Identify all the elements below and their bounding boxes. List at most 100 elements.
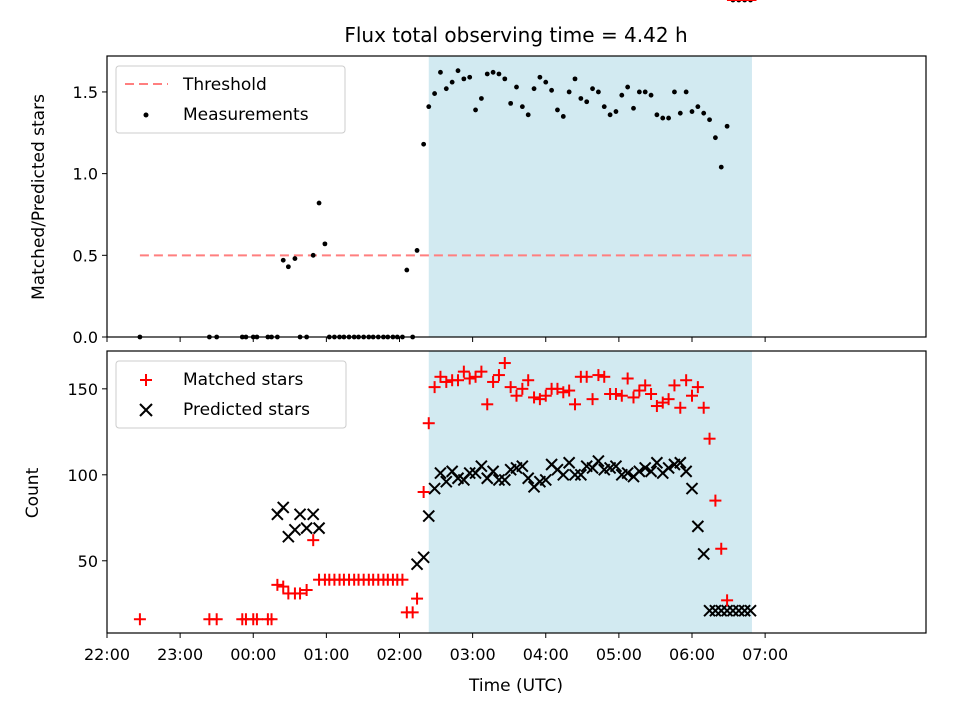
- measurement-point: [566, 89, 572, 95]
- y-axis-label-ratio: Matched/Predicted stars: [29, 94, 49, 300]
- measurement-point: [683, 89, 689, 95]
- x-axis-ticks: 22:00 23:00 00:00 01:00 02:00 03:00 04:00 05:00…: [84, 633, 788, 664]
- legend-bottom-box: [115, 360, 347, 429]
- predicted-stars-point: [475, 460, 488, 473]
- measurement-point: [701, 110, 707, 116]
- predicted-stars-point: [463, 466, 476, 480]
- predicted-stars-point: [720, 604, 734, 617]
- matched-stars-point: [510, 389, 523, 402]
- measurement-point: [543, 79, 549, 85]
- measurement-point: [438, 69, 443, 75]
- x-tick-label: 22:00: [84, 645, 130, 664]
- matched-stars-point: [639, 379, 652, 392]
- matched-stars-point: [417, 486, 430, 498]
- legend-measurements-swatch: [143, 112, 149, 118]
- y-tick-label: 0.5: [73, 246, 98, 265]
- measurement-point: [695, 104, 701, 110]
- panel-ratio-frame: [106, 55, 927, 338]
- measurement-point: [672, 89, 677, 95]
- matched-stars-point: [592, 369, 605, 382]
- matched-stars-point: [277, 580, 290, 593]
- measurement-point: [443, 86, 449, 92]
- measurement-point: [310, 252, 316, 258]
- matched-stars-point: [428, 381, 441, 394]
- measurement-point: [707, 117, 712, 123]
- matched-stars-point: [557, 386, 570, 399]
- matched-stars-point: [662, 393, 675, 406]
- measurement-point: [490, 69, 496, 75]
- legend-matched-label: Matched stars: [183, 370, 303, 390]
- legend-top-box: [115, 65, 346, 134]
- predicted-stars-point: [703, 604, 716, 617]
- predicted-stars-point: [633, 465, 646, 478]
- matched-stars-point: [627, 391, 640, 404]
- measurement-point: [322, 241, 328, 247]
- measurement-point: [613, 109, 619, 114]
- predicted-stars-point: [621, 466, 634, 480]
- measurement-point: [531, 86, 537, 92]
- matched-stars-point: [457, 365, 470, 378]
- predicted-stars-point: [293, 508, 307, 521]
- measurement-point: [414, 248, 420, 253]
- predicted-stars-point: [422, 509, 435, 523]
- predicted-stars-point: [486, 465, 500, 478]
- matched-stars-point: [709, 494, 722, 507]
- legend-predicted-swatch: [139, 403, 153, 417]
- matched-stars-point: [463, 372, 476, 385]
- matched-stars-point: [580, 370, 593, 383]
- matched-stars-point: [487, 375, 500, 388]
- matched-stars-point: [300, 584, 313, 597]
- measurement-point: [432, 91, 437, 96]
- matched-stars-point: [210, 613, 223, 626]
- measurement-point: [666, 115, 671, 121]
- predicted-stars-point: [674, 456, 687, 469]
- predicted-stars-point: [574, 468, 588, 482]
- observing-window-rect: [428, 351, 752, 633]
- predicted-stars-point: [307, 508, 320, 521]
- x-tick-label: 05:00: [596, 645, 642, 664]
- measurement-series: [137, 0, 753, 340]
- measurement-point: [572, 76, 578, 82]
- predicted-stars-point: [732, 604, 746, 617]
- matched-stars-point: [674, 401, 687, 414]
- predicted-stars-point: [679, 465, 693, 478]
- measurement-point: [636, 89, 642, 95]
- predicted-stars-point: [277, 501, 290, 514]
- measurement-point: [549, 87, 554, 93]
- matched-stars-point: [516, 382, 529, 395]
- predicted-stars-point: [609, 460, 623, 473]
- measurement-point: [479, 96, 484, 101]
- predicted-stars-point: [697, 547, 710, 561]
- matched-stars-point: [396, 573, 409, 586]
- predicted-stars-point: [428, 482, 441, 495]
- x-tick-label: 04:00: [523, 645, 569, 664]
- matched-stars-point: [715, 542, 728, 555]
- matched-stars-point: [434, 370, 447, 383]
- measurement-point: [449, 79, 455, 85]
- y-tick-label: 150: [67, 380, 98, 399]
- measurement-point: [484, 71, 490, 77]
- legend-bottom: Matched stars Predicted stars: [115, 360, 347, 429]
- matched-stars-point: [721, 594, 734, 607]
- measurement-point: [525, 112, 531, 118]
- measurement-point: [496, 71, 502, 77]
- measurement-point: [560, 114, 566, 119]
- measurement-point: [508, 100, 514, 106]
- x-tick-label: 23:00: [157, 645, 203, 664]
- measurement-point: [555, 107, 560, 113]
- x-tick-label: 07:00: [742, 645, 788, 664]
- matched-stars-point: [406, 606, 419, 619]
- predicted-stars-point: [685, 482, 699, 495]
- matched-stars-point: [703, 432, 716, 445]
- matched-stars-point: [586, 393, 599, 406]
- matched-stars-point: [452, 374, 464, 387]
- measurement-point: [502, 76, 508, 82]
- panel-count: 50 100 150 22:00 23:00 00:00 01:00 02:00 03:00 0…: [23, 0, 927, 696]
- y-tick-label: 0.0: [73, 328, 98, 347]
- matched-stars-point: [411, 592, 424, 605]
- predicted-stars-point: [562, 456, 576, 469]
- matched-stars-point: [504, 381, 517, 394]
- chart-title: Flux total observing time = 4.42 h: [344, 23, 687, 47]
- measurement-point: [455, 68, 461, 74]
- predicted-stars-point: [568, 468, 582, 482]
